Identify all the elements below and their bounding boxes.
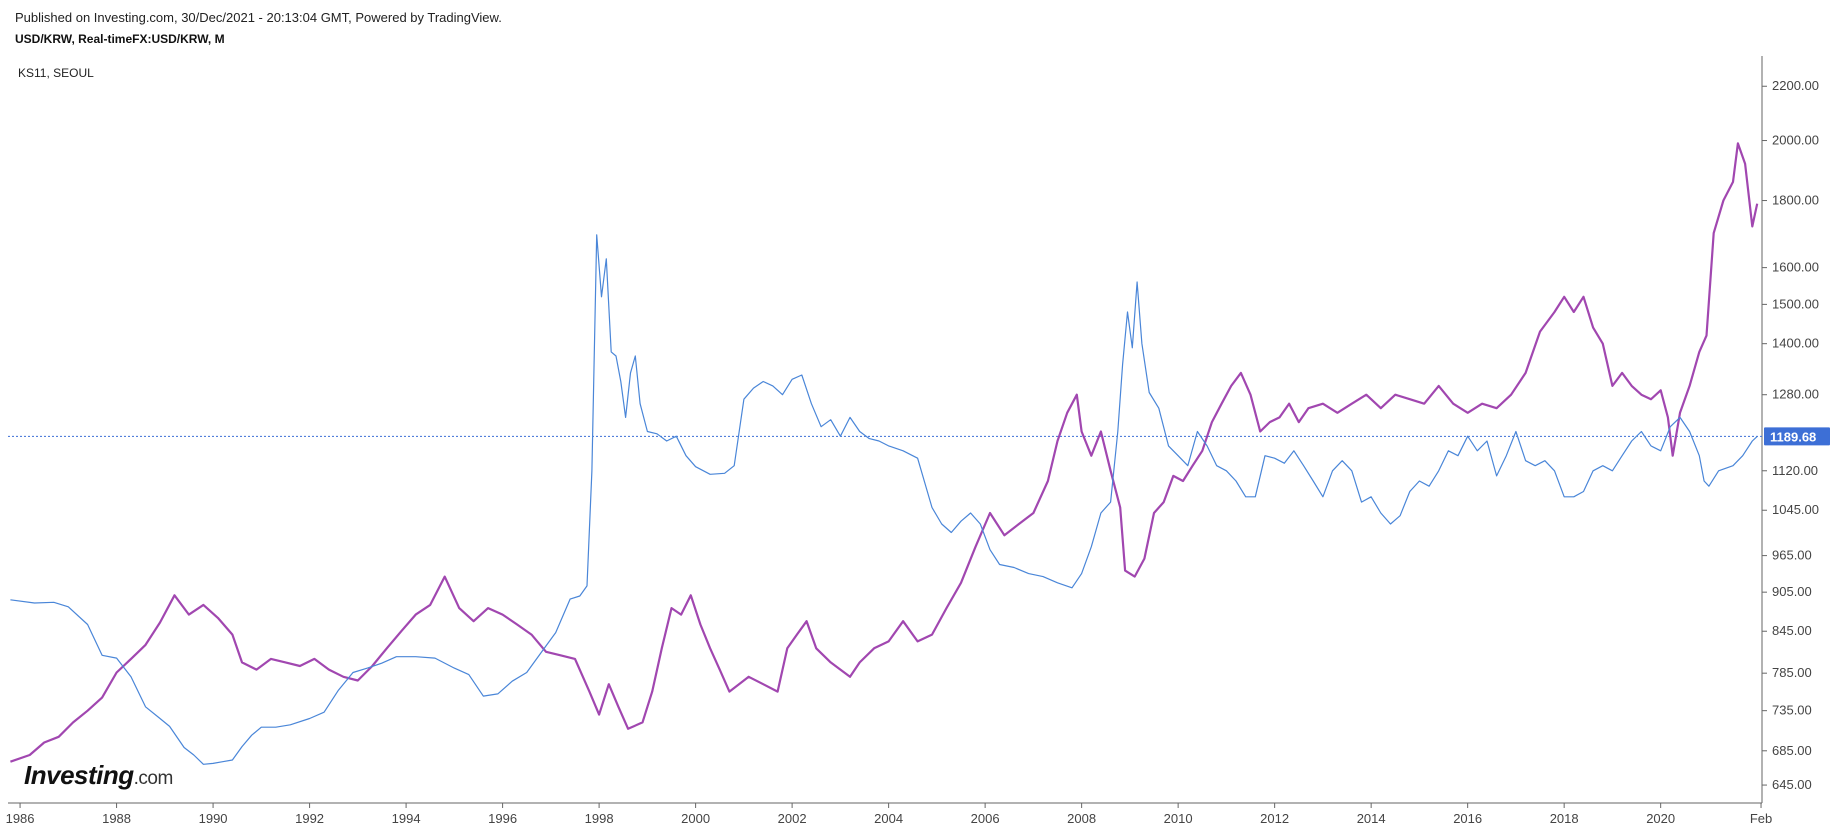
last-price-label: 1189.68 bbox=[1770, 429, 1816, 444]
investing-logo: Investing.com bbox=[24, 760, 173, 791]
x-tick-label: 2012 bbox=[1260, 811, 1289, 826]
y-tick-label: 1120.00 bbox=[1772, 463, 1818, 478]
y-tick-label: 1800.00 bbox=[1772, 193, 1819, 208]
x-tick-label: 1986 bbox=[6, 811, 35, 826]
x-tick-label: 2004 bbox=[874, 811, 903, 826]
y-tick-label: 1400.00 bbox=[1772, 336, 1819, 351]
y-tick-label: 735.00 bbox=[1772, 703, 1812, 718]
y-tick-label: 1280.00 bbox=[1772, 387, 1819, 402]
y-tick-label: 845.00 bbox=[1772, 623, 1812, 638]
ks11-series-line bbox=[10, 142, 1759, 763]
x-tick-label: 2020 bbox=[1646, 811, 1675, 826]
main-series-title: USD/KRW, Real-timeFX:USD/KRW, M bbox=[15, 32, 225, 46]
x-tick-label: 1994 bbox=[392, 811, 421, 826]
y-tick-label: 685.00 bbox=[1772, 743, 1812, 758]
y-tick-label: 1600.00 bbox=[1772, 260, 1819, 275]
y-tick-label: 1045.00 bbox=[1772, 502, 1819, 517]
x-tick-label: 2014 bbox=[1357, 811, 1386, 826]
x-tick-label: 1992 bbox=[295, 811, 324, 826]
x-tick-label: 2000 bbox=[681, 811, 710, 826]
logo-brand: Investing bbox=[24, 760, 134, 790]
x-tick-label: 1988 bbox=[102, 811, 131, 826]
y-tick-label: 2200.00 bbox=[1772, 78, 1819, 93]
y-tick-label: 2000.00 bbox=[1772, 133, 1819, 148]
y-tick-label: 905.00 bbox=[1772, 584, 1812, 599]
y-tick-label: 645.00 bbox=[1772, 777, 1812, 792]
y-tick-label: 965.00 bbox=[1772, 548, 1812, 563]
x-tick-label: 2016 bbox=[1453, 811, 1482, 826]
x-tick-label: 2006 bbox=[971, 811, 1000, 826]
x-tick-label: Feb bbox=[1750, 811, 1772, 826]
published-caption: Published on Investing.com, 30/Dec/2021 … bbox=[15, 10, 502, 25]
x-tick-label: 2008 bbox=[1067, 811, 1096, 826]
usdkrw-series-line bbox=[10, 234, 1758, 765]
x-tick-label: 1996 bbox=[488, 811, 517, 826]
x-tick-label: 2018 bbox=[1550, 811, 1579, 826]
y-tick-label: 785.00 bbox=[1772, 665, 1812, 680]
x-tick-label: 1998 bbox=[585, 811, 614, 826]
x-tick-label: 1990 bbox=[199, 811, 228, 826]
x-tick-label: 2010 bbox=[1164, 811, 1193, 826]
logo-tld: .com bbox=[133, 768, 174, 789]
overlay-series-title: KS11, SEOUL bbox=[18, 66, 94, 80]
x-tick-label: 2002 bbox=[778, 811, 807, 826]
chart-header: Published on Investing.com, 30/Dec/2021 … bbox=[15, 10, 502, 46]
y-tick-label: 1500.00 bbox=[1772, 296, 1819, 311]
last-price-badge bbox=[1764, 427, 1830, 446]
